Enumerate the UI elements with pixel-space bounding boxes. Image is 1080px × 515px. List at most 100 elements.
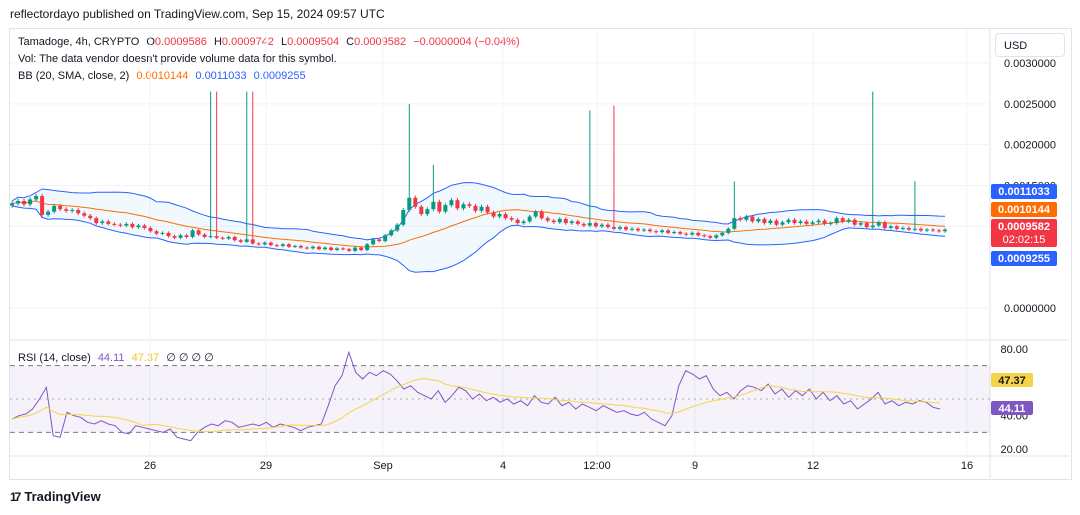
- candle-body: [353, 247, 358, 251]
- price-tag: [991, 219, 1057, 247]
- candle-body: [672, 232, 677, 234]
- candle-body: [762, 218, 767, 224]
- candle-body: [750, 216, 755, 222]
- time-tick-label: 4: [500, 460, 506, 472]
- candle-body: [491, 212, 496, 217]
- candle-body: [503, 214, 508, 219]
- candle-body: [64, 209, 69, 211]
- candle-body: [431, 201, 436, 210]
- time-tick-label: 12: [807, 460, 819, 472]
- candle-body: [347, 249, 352, 251]
- candle-body: [515, 219, 520, 224]
- rsi-band-fill: [10, 365, 990, 433]
- candle-body: [870, 225, 875, 228]
- bb-label: BB (20, SMA, close, 2): [18, 70, 130, 82]
- candle-body: [383, 235, 388, 242]
- candle-body: [22, 201, 27, 205]
- candle-body: [106, 221, 111, 224]
- candle-body: [888, 226, 893, 228]
- candle-body: [804, 221, 809, 224]
- candle-body: [10, 203, 14, 206]
- price-tick-label: 0.0030000: [1004, 58, 1056, 70]
- candle-body: [244, 239, 249, 242]
- candle-body: [617, 227, 622, 229]
- ohlc-low-value: 0.0009504: [287, 36, 340, 48]
- price-tag: [991, 251, 1057, 266]
- ohlc-change: −0.0000004 (−0.04%): [413, 36, 520, 48]
- candle-body: [605, 224, 610, 228]
- candle-body: [690, 232, 695, 235]
- price-tag-label: 0.0009582: [998, 221, 1050, 233]
- candle-body: [166, 232, 171, 237]
- chart-frame: [9, 28, 1072, 480]
- candle-body: [473, 205, 478, 211]
- candle-body: [280, 244, 285, 246]
- candle-body: [575, 221, 580, 224]
- ohlc-high-value: 0.0009742: [221, 36, 274, 48]
- ohlc-close-label: C: [346, 36, 355, 48]
- candle-body: [443, 205, 448, 212]
- candle-body: [136, 225, 141, 228]
- price-tag: [991, 202, 1057, 217]
- time-tick-label: 9: [692, 460, 698, 472]
- candle-body: [449, 200, 454, 206]
- candle-body: [58, 205, 63, 210]
- candle-body: [329, 247, 334, 251]
- candle-body: [52, 205, 57, 212]
- candle-body: [714, 235, 719, 238]
- candle-body: [858, 223, 863, 225]
- rsi-label: RSI (14, close): [18, 352, 91, 364]
- candle-body: [527, 216, 532, 222]
- candle-body: [389, 230, 394, 236]
- candle-body: [238, 240, 243, 242]
- candle-body: [178, 235, 183, 238]
- candle-body: [696, 232, 701, 236]
- candle-body: [816, 220, 821, 223]
- currency-selector[interactable]: USD: [995, 33, 1065, 57]
- candle-body: [924, 229, 929, 231]
- candle-body: [810, 222, 815, 224]
- candle-body: [918, 228, 923, 231]
- candle-body: [250, 239, 255, 244]
- time-tick-label: 16: [961, 460, 973, 472]
- volume-legend: Vol: The data vendor doesn't provide vol…: [18, 53, 337, 65]
- candle-body: [732, 218, 737, 229]
- candle-body: [341, 248, 346, 250]
- candle-body: [587, 223, 592, 226]
- price-tag-label: 0.0010144: [998, 204, 1051, 216]
- rsi-tag: [991, 401, 1033, 415]
- candle-body: [786, 219, 791, 223]
- candle-body: [720, 232, 725, 236]
- candle-body: [726, 228, 731, 233]
- rsi-ma-line: [11, 378, 941, 433]
- candle-body: [930, 229, 935, 231]
- candle-body: [268, 242, 273, 246]
- candle-body: [401, 210, 406, 225]
- candle-body: [365, 244, 370, 251]
- candle-body: [226, 236, 231, 239]
- symbol-name: Tamadoge, 4h, CRYPTO: [18, 36, 140, 48]
- candle-body: [142, 225, 147, 228]
- tradingview-wordmark: TradingView: [24, 489, 101, 504]
- bb-lower-line: [11, 205, 946, 273]
- candle-body: [335, 248, 340, 251]
- rsi-tick-label: 20.00: [1000, 444, 1028, 456]
- candle-body: [461, 204, 466, 209]
- candle-body: [70, 210, 75, 211]
- price-tag: [991, 184, 1057, 199]
- candle-body: [46, 211, 51, 215]
- candle-body: [286, 244, 291, 247]
- candle-body: [593, 223, 598, 227]
- candle-body: [28, 199, 33, 205]
- ohlc-open-value: 0.0009586: [154, 36, 207, 48]
- publisher-line: reflectordayo published on TradingView.c…: [10, 7, 385, 21]
- candle-body: [304, 247, 309, 249]
- candle-body: [94, 218, 99, 224]
- candle-body: [708, 236, 713, 238]
- price-tick-label: 0.0000000: [1004, 303, 1056, 315]
- rsi-tag: [991, 373, 1033, 387]
- candle-body: [196, 230, 201, 235]
- candle-body: [666, 230, 671, 233]
- candle-body: [611, 227, 616, 229]
